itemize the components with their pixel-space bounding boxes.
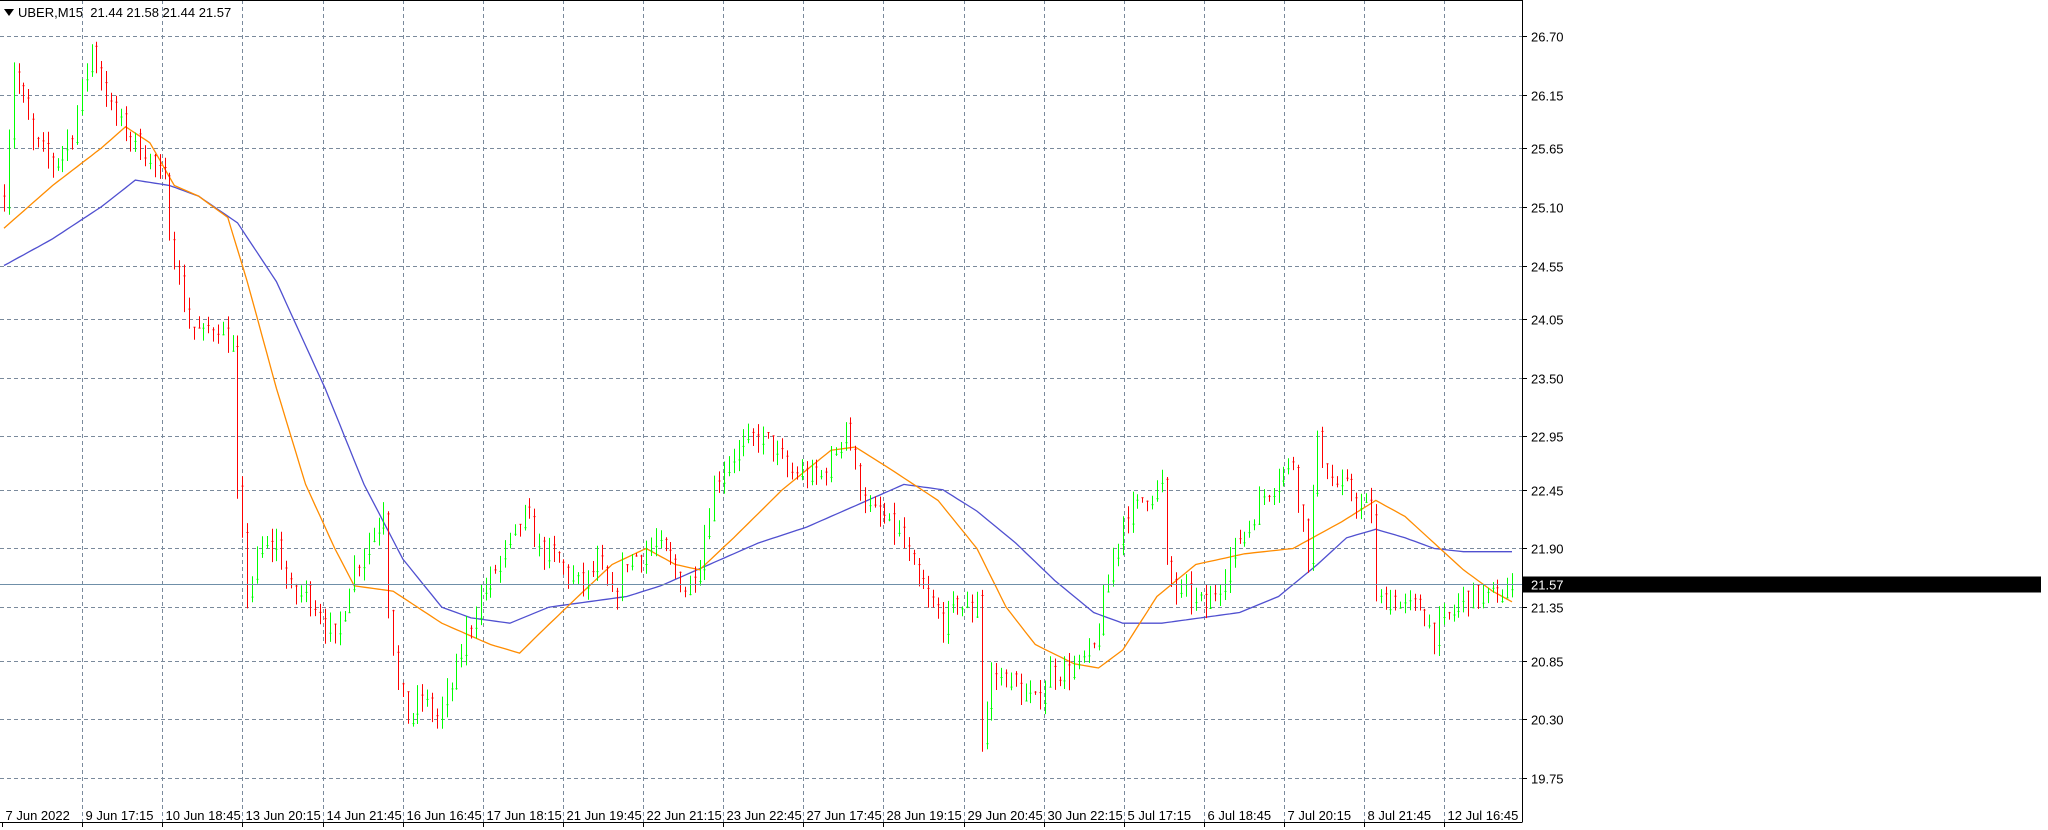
time-tick-label: 28 Jun 19:15: [887, 808, 962, 823]
price-tick-label: 21.35: [1531, 601, 1564, 616]
price-tick-label: 22.45: [1531, 484, 1564, 499]
current-price-box: [1523, 576, 2041, 593]
time-tick-label: 17 Jun 18:15: [487, 808, 562, 823]
price-tick-label: 22.95: [1531, 430, 1564, 445]
moving-average-slow-layer: [3, 179, 1512, 624]
chart-frame: [0, 0, 1523, 823]
price-tick-label: 25.65: [1531, 142, 1564, 157]
time-tick-label: 8 Jul 21:45: [1368, 808, 1432, 823]
time-tick-label: 21 Jun 19:45: [567, 808, 642, 823]
time-tick-label: 7 Jun 2022: [6, 808, 70, 823]
moving-average-fast-layer: [3, 125, 1513, 669]
time-tick-label: 13 Jun 20:15: [246, 808, 321, 823]
price-tick-label: 21.90: [1531, 542, 1564, 557]
time-tick-label: 6 Jul 18:45: [1208, 808, 1272, 823]
time-tick-label: 5 Jul 17:15: [1128, 808, 1192, 823]
time-tick-label: 9 Jun 17:15: [86, 808, 154, 823]
price-tick-label: 20.30: [1531, 713, 1564, 728]
candles-layer: [3, 41, 1514, 752]
symbol-label: UBER,M15: [18, 5, 84, 20]
price-tick-label: 24.05: [1531, 313, 1564, 328]
price-tick-label: 26.70: [1531, 30, 1564, 45]
chart-header: UBER,M15 21.44 21.58 21.44 21.57: [4, 5, 231, 20]
price-tick-label: 26.15: [1531, 89, 1564, 104]
moving-average-slow-line: [3, 179, 1512, 624]
ohlc-values: 21.44 21.58 21.44 21.57: [90, 5, 232, 20]
chart-grid: [0, 0, 1522, 822]
time-tick-label: 30 Jun 22:15: [1048, 808, 1123, 823]
time-tick-label: 12 Jul 16:45: [1448, 808, 1519, 823]
price-axis: 26.70 26.15 25.65 25.10 24.55 24.05 23.50 22.95…: [1522, 30, 1564, 787]
time-tick-label: 7 Jul 20:15: [1288, 808, 1352, 823]
current-price-label: 21.57: [1523, 576, 2041, 593]
price-tick-label: 20.85: [1531, 655, 1564, 670]
time-tick-label: 29 Jun 20:45: [968, 808, 1043, 823]
price-tick-label: 24.55: [1531, 260, 1564, 275]
current-price-text: 21.57: [1531, 578, 1564, 593]
time-tick-label: 14 Jun 21:45: [327, 808, 402, 823]
price-tick-label: 19.75: [1531, 772, 1564, 787]
time-tick-label: 22 Jun 21:15: [647, 808, 722, 823]
collapse-triangle-icon[interactable]: [4, 9, 14, 16]
moving-average-fast-line: [3, 125, 1513, 669]
time-tick-label: 10 Jun 18:45: [166, 808, 241, 823]
time-tick-label: 16 Jun 16:45: [407, 808, 482, 823]
price-tick-label: 23.50: [1531, 372, 1564, 387]
price-tick-label: 25.10: [1531, 201, 1564, 216]
time-tick-label: 23 Jun 22:45: [727, 808, 802, 823]
time-axis: 7 Jun 2022 9 Jun 17:15 10 Jun 18:45 13 Jun …: [2, 808, 1519, 827]
time-tick-label: 27 Jun 17:45: [807, 808, 882, 823]
